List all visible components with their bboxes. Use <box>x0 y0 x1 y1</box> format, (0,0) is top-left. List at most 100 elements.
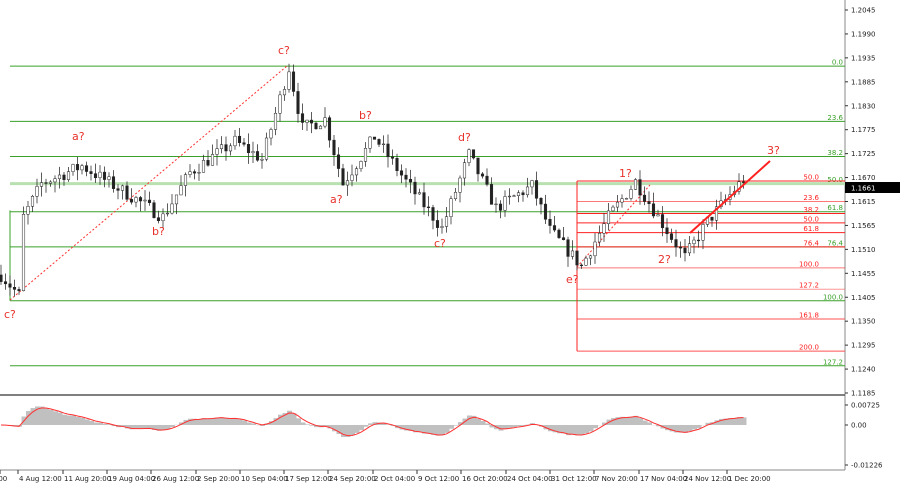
time-tick-label: 11 Aug 20:00 <box>64 475 111 483</box>
candle-body <box>390 156 395 159</box>
candle-body <box>161 213 165 222</box>
candle-body <box>39 182 44 187</box>
candle-body <box>611 206 615 212</box>
candle-body <box>264 137 269 160</box>
time-tick-label: 2 Sep 20:00 <box>197 475 239 483</box>
candle-body <box>30 196 35 207</box>
oscillator-histogram-bar <box>125 425 130 429</box>
price-tick-label: 1.1775 <box>851 126 876 134</box>
candle-body <box>485 175 489 185</box>
candle-body <box>17 289 21 292</box>
candle-body <box>530 180 534 188</box>
candle-body <box>71 164 75 172</box>
oscillator-histogram-bar <box>201 418 207 425</box>
oscillator-histogram-bar <box>71 415 76 425</box>
oscillator-tick-label: -0.01226 <box>851 462 883 470</box>
fib-red-label: 50.0 <box>803 215 819 223</box>
oscillator-histogram-bar <box>588 425 594 432</box>
oscillator-histogram-bar <box>197 419 202 425</box>
oscillator-histogram-bar <box>314 425 319 428</box>
candle-body <box>363 148 368 162</box>
price-tick-label: 1.1240 <box>851 366 876 374</box>
oscillator-histogram-bar <box>602 422 607 425</box>
oscillator-histogram-bar <box>566 425 571 436</box>
candle-body <box>318 125 323 130</box>
candle-body <box>287 71 291 90</box>
oscillator-histogram-bar <box>93 422 99 425</box>
oscillator-histogram-bar <box>723 418 729 425</box>
candle-body <box>440 226 444 228</box>
oscillator-histogram-bar <box>210 418 216 425</box>
candle-body <box>359 161 363 169</box>
oscillator-histogram-bar <box>719 418 724 425</box>
oscillator-histogram-bar <box>404 425 409 431</box>
candle-body <box>449 198 453 217</box>
wave-label: 2? <box>658 253 671 266</box>
candle-body <box>255 151 260 161</box>
fib-red-label: 76.4 <box>803 239 819 247</box>
wave-label: d? <box>458 131 471 144</box>
oscillator-histogram-bar <box>570 425 576 435</box>
fib-red-label: 127.2 <box>799 282 819 290</box>
fib-green-label: 23.6 <box>827 114 843 122</box>
oscillator-histogram-bar <box>188 418 193 425</box>
oscillator-histogram-bar <box>624 417 630 425</box>
time-tick-label: 31 Oct 12:00 <box>551 475 597 483</box>
oscillator-histogram-bar <box>282 413 288 425</box>
candle-body <box>615 201 620 208</box>
candle-body <box>350 174 354 181</box>
oscillator-histogram-bar <box>323 425 328 427</box>
candle-body <box>143 199 147 202</box>
candle-body <box>165 212 170 215</box>
candle-body <box>341 168 345 186</box>
time-tick-label: 7 Nov 20:00 <box>595 475 638 483</box>
candle-body <box>534 180 539 199</box>
oscillator-histogram-bar <box>80 417 85 425</box>
oscillator-histogram-bar <box>120 425 126 427</box>
wave-dotted-line <box>9 65 288 301</box>
candle-body <box>282 89 287 96</box>
candle-body <box>516 192 521 196</box>
wave-dotted-line <box>576 184 651 268</box>
candle-body <box>332 139 336 156</box>
price-tick-label: 1.1885 <box>851 78 876 86</box>
oscillator-histogram-bar <box>665 425 670 431</box>
candle-body <box>345 180 350 186</box>
oscillator-histogram-bar <box>309 425 315 426</box>
oscillator-histogram-bar <box>251 423 256 425</box>
oscillator-histogram-bar <box>669 425 675 432</box>
candle-body <box>273 112 278 130</box>
candle-body <box>714 206 719 221</box>
candle-body <box>593 241 597 257</box>
oscillator-histogram-bar <box>498 425 504 431</box>
candle-body <box>458 177 462 193</box>
candle-body <box>102 171 107 180</box>
candle-body <box>8 283 12 288</box>
candle-body <box>197 172 201 174</box>
oscillator-histogram-bar <box>345 425 351 437</box>
candle-body <box>692 239 696 244</box>
oscillator-histogram-bar <box>372 422 378 425</box>
oscillator-histogram-bar <box>413 425 418 433</box>
oscillator-histogram-bar <box>341 425 346 437</box>
price-tick-label: 1.1670 <box>851 174 876 182</box>
oscillator-histogram-bar <box>305 424 310 425</box>
candle-body <box>548 219 552 226</box>
fib-green-label: 50.0 <box>827 176 843 184</box>
oscillator-histogram-bar <box>503 425 508 430</box>
candle-body <box>3 281 8 285</box>
price-tick-label: 1.1405 <box>851 294 876 302</box>
candle-body <box>683 247 687 254</box>
oscillator-histogram-bar <box>467 415 472 425</box>
candle-body <box>624 198 629 200</box>
candle-body <box>422 192 426 208</box>
candle-body <box>75 164 80 171</box>
oscillator-histogram-bar <box>449 425 454 429</box>
candle-body <box>179 185 183 196</box>
candle-body <box>651 203 656 217</box>
oscillator-histogram-bar <box>57 412 63 425</box>
current-price-box <box>845 182 900 193</box>
fib-green-label: 0.0 <box>832 59 843 67</box>
candle-body <box>395 158 399 171</box>
